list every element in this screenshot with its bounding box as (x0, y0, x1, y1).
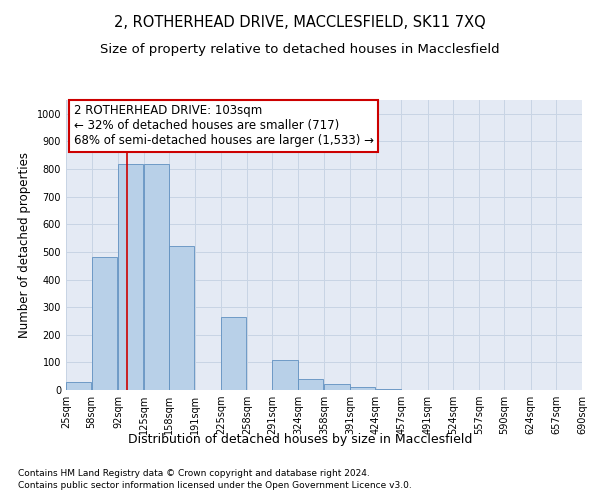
Bar (272, 360, 298, 390)
Bar (325, 384, 350, 390)
Bar (66, 382, 91, 390)
Bar (169, 246, 194, 390)
Y-axis label: Number of detached properties: Number of detached properties (18, 152, 31, 338)
Bar (298, 379, 323, 390)
Bar (350, 387, 375, 390)
Text: Contains public sector information licensed under the Open Government Licence v3: Contains public sector information licen… (18, 481, 412, 490)
Bar (143, 164, 169, 390)
Text: Size of property relative to detached houses in Macclesfield: Size of property relative to detached ho… (100, 42, 500, 56)
Text: 2 ROTHERHEAD DRIVE: 103sqm
← 32% of detached houses are smaller (717)
68% of sem: 2 ROTHERHEAD DRIVE: 103sqm ← 32% of deta… (74, 104, 374, 148)
Text: Distribution of detached houses by size in Macclesfield: Distribution of detached houses by size … (128, 432, 472, 446)
Bar (376, 388, 401, 390)
Bar (118, 164, 143, 390)
Text: Contains HM Land Registry data © Crown copyright and database right 2024.: Contains HM Land Registry data © Crown c… (18, 468, 370, 477)
Bar (221, 317, 247, 390)
Text: 2, ROTHERHEAD DRIVE, MACCLESFIELD, SK11 7XQ: 2, ROTHERHEAD DRIVE, MACCLESFIELD, SK11 … (114, 15, 486, 30)
Bar (92, 258, 117, 390)
